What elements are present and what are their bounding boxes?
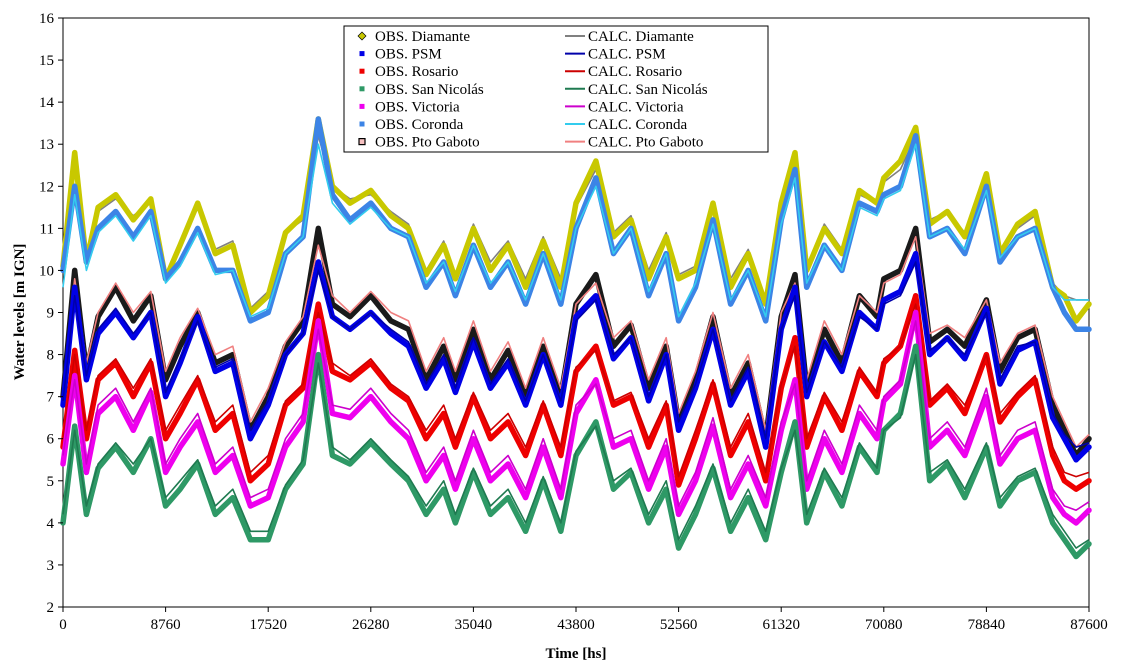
legend-item-obs-san-nicolas: OBS. San Nicolás bbox=[359, 82, 484, 98]
x-tick-label: 61320 bbox=[762, 617, 800, 633]
y-tick-label: 16 bbox=[39, 11, 55, 27]
y-tick-label: 6 bbox=[47, 432, 55, 448]
y-axis: 2 3 4 5 6 7 8 9 10 11 12 13 14 15 16 bbox=[39, 11, 63, 616]
x-tick-label: 78840 bbox=[968, 617, 1006, 633]
y-tick-label: 15 bbox=[39, 53, 54, 69]
legend-marker bbox=[357, 31, 367, 41]
series-calc-psm bbox=[62, 261, 1090, 448]
legend-item-obs-victoria: OBS. Victoria bbox=[359, 99, 460, 115]
legend-marker bbox=[359, 68, 365, 74]
y-axis-title: Water levels [m IGN] bbox=[12, 244, 28, 381]
legend-item-calc-rosario: CALC. Rosario bbox=[565, 64, 682, 80]
legend-item-obs-psm: OBS. PSM bbox=[359, 47, 442, 63]
x-axis-title: Time [hs] bbox=[546, 646, 607, 662]
legend-marker bbox=[359, 103, 365, 109]
y-tick-label: 2 bbox=[47, 600, 55, 616]
legend-box bbox=[343, 25, 769, 153]
legend-label: CALC. Coronda bbox=[588, 117, 688, 133]
x-tick-label: 35040 bbox=[455, 617, 493, 633]
legend-marker bbox=[359, 86, 365, 92]
legend-label: CALC. Victoria bbox=[588, 99, 684, 115]
legend-item-obs-pto-gaboto: OBS. Pto Gaboto bbox=[358, 135, 480, 151]
legend-marker bbox=[359, 51, 365, 57]
legend-item-obs-diamante: OBS. Diamante bbox=[357, 29, 470, 45]
series-calc-rosario bbox=[62, 303, 1090, 478]
y-tick-label: 10 bbox=[39, 263, 54, 279]
y-tick-label: 13 bbox=[39, 137, 54, 153]
x-tick-label: 87600 bbox=[1070, 617, 1108, 633]
x-tick-label: 8760 bbox=[151, 617, 181, 633]
legend-label: OBS. PSM bbox=[375, 47, 442, 63]
y-tick-label: 7 bbox=[47, 390, 55, 406]
legend-label: CALC. Pto Gaboto bbox=[588, 135, 703, 151]
x-tick-label: 26280 bbox=[352, 617, 390, 633]
legend-marker bbox=[358, 138, 366, 146]
x-tick-label: 70080 bbox=[865, 617, 903, 633]
legend-item-calc-coronda: CALC. Coronda bbox=[565, 117, 688, 133]
x-axis: 0 8760 17520 26280 35040 43800 52560 61320 70080… bbox=[59, 607, 1108, 633]
x-tick-label: 52560 bbox=[660, 617, 698, 633]
y-tick-label: 5 bbox=[47, 474, 55, 490]
y-tick-label: 14 bbox=[39, 95, 55, 111]
series-calc-san-nicolas bbox=[62, 353, 1090, 549]
legend-item-calc-pto-gaboto: CALC. Pto Gaboto bbox=[565, 135, 703, 151]
series-calc-victoria bbox=[62, 320, 1090, 511]
legend-item-obs-rosario: OBS. Rosario bbox=[359, 64, 458, 80]
legend-item-calc-san-nicolas: CALC. San Nicolás bbox=[565, 82, 708, 98]
legend-label: OBS. Diamante bbox=[375, 29, 470, 45]
x-tick-label: 43800 bbox=[557, 617, 595, 633]
legend-label: OBS. Coronda bbox=[375, 117, 464, 133]
y-tick-label: 12 bbox=[39, 179, 54, 195]
x-tick-label: 17520 bbox=[249, 617, 287, 633]
legend-marker bbox=[359, 121, 365, 127]
series-calc-coronda bbox=[62, 143, 1089, 318]
legend-item-calc-diamante: CALC. Diamante bbox=[565, 29, 694, 45]
legend-label: CALC. San Nicolás bbox=[588, 82, 708, 98]
y-tick-label: 9 bbox=[47, 306, 55, 322]
y-tick-label: 11 bbox=[40, 221, 54, 237]
legend-label: OBS. Victoria bbox=[375, 99, 460, 115]
y-tick-label: 4 bbox=[47, 516, 55, 532]
y-tick-label: 8 bbox=[47, 348, 55, 364]
legend-label: OBS. Pto Gaboto bbox=[375, 135, 480, 151]
legend-label: CALC. PSM bbox=[588, 47, 666, 63]
x-tick-label: 0 bbox=[59, 617, 67, 633]
y-tick-label: 3 bbox=[47, 558, 55, 574]
legend-label: OBS. San Nicolás bbox=[375, 82, 484, 98]
legend-item-calc-victoria: CALC. Victoria bbox=[565, 99, 684, 115]
legend-item-calc-psm: CALC. PSM bbox=[565, 47, 666, 63]
series-layer bbox=[60, 116, 1092, 560]
legend-label: CALC. Rosario bbox=[588, 64, 682, 80]
legend-label: OBS. Rosario bbox=[375, 64, 458, 80]
legend-item-obs-coronda: OBS. Coronda bbox=[359, 117, 464, 133]
legend-label: CALC. Diamante bbox=[588, 29, 694, 45]
